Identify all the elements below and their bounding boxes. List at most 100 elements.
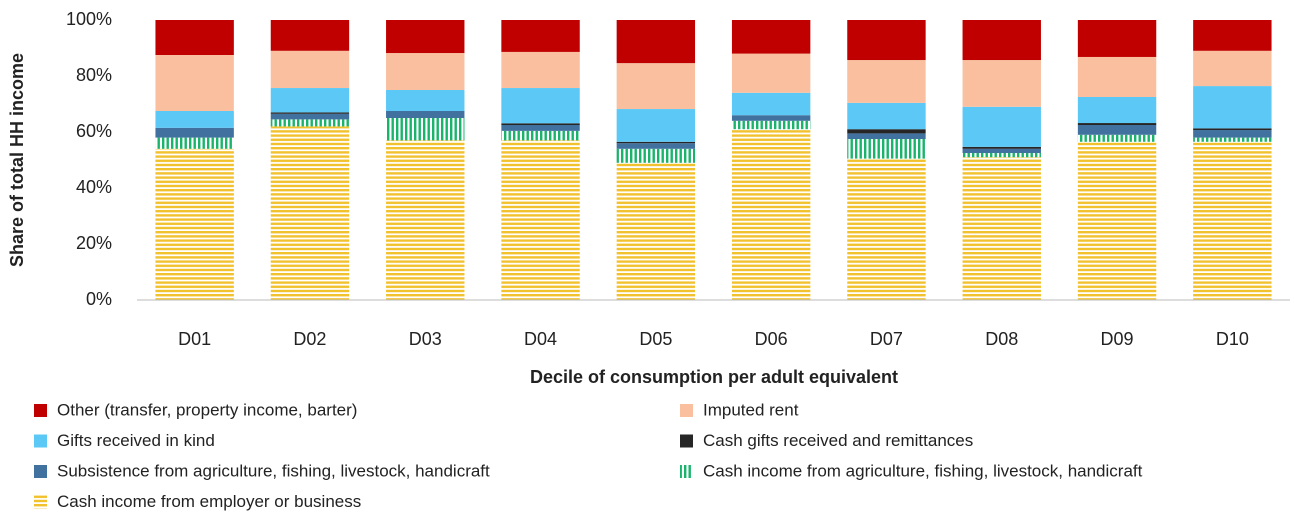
bar-segment — [1077, 97, 1157, 124]
legend-text: Cash income from employer or business — [57, 492, 361, 511]
y-tick-label: 40% — [76, 177, 112, 197]
x-axis-title: Decile of consumption per adult equivale… — [530, 367, 898, 387]
legend-text: Subsistence from agriculture, fishing, l… — [57, 461, 490, 480]
bar-segment — [1077, 56, 1157, 97]
legend-text: Other (transfer, property income, barter… — [57, 400, 357, 419]
bar-segment — [962, 148, 1041, 153]
y-tick-label: 100% — [66, 9, 112, 29]
legend-swatch — [680, 465, 693, 478]
y-tick-label: 0% — [86, 289, 112, 309]
bar-segment — [616, 109, 696, 142]
bar-segment — [386, 111, 465, 118]
x-tick-label: D07 — [870, 329, 903, 349]
bar-segment — [270, 119, 350, 127]
bar-segment — [616, 20, 696, 64]
bar-segment — [616, 148, 696, 163]
bar-segment — [501, 125, 580, 131]
bar-segment — [1193, 86, 1272, 129]
bar-segment — [501, 20, 580, 52]
legend-swatch — [34, 465, 47, 478]
bar-segment — [501, 51, 580, 89]
bar-segment — [1077, 123, 1157, 125]
bar-segment — [270, 112, 350, 114]
bar-segment — [731, 53, 811, 93]
legend-swatch — [680, 404, 693, 417]
bar-segment — [270, 88, 350, 113]
bar-segment — [1077, 134, 1157, 142]
bar-segment — [1193, 20, 1272, 51]
bar-segment — [1077, 141, 1157, 300]
bar-segment — [155, 55, 234, 111]
x-tick-label: D04 — [524, 329, 557, 349]
bar-segment — [731, 115, 811, 121]
bar-segment — [962, 106, 1041, 147]
bar-segment — [270, 50, 350, 89]
bar-segment — [962, 20, 1041, 61]
bar-segment — [155, 137, 234, 149]
bar-segment — [847, 102, 926, 130]
y-tick-label: 60% — [76, 121, 112, 141]
legend-text: Imputed rent — [703, 400, 799, 419]
bar-segment — [270, 126, 350, 301]
bar-segment — [616, 63, 696, 110]
bar-segment — [501, 88, 580, 124]
bar-segment — [155, 111, 234, 128]
legend-swatch — [680, 434, 693, 448]
bar-segment — [501, 130, 580, 141]
x-tick-label: D10 — [1216, 329, 1249, 349]
bar-segment — [1193, 50, 1272, 87]
bar-segment — [1193, 128, 1272, 131]
bar-segment — [616, 162, 696, 300]
bar-segment — [386, 140, 465, 300]
x-tick-label: D08 — [985, 329, 1018, 349]
x-tick-label: D09 — [1101, 329, 1134, 349]
legend-text: Cash gifts received and remittances — [703, 431, 973, 450]
bar-segment — [731, 129, 811, 300]
bar-segment — [1193, 141, 1272, 300]
bar-segment — [962, 157, 1041, 300]
bar-segment — [501, 123, 580, 125]
bar-segment — [386, 90, 465, 111]
bar-segment — [962, 153, 1041, 158]
bar-segment — [616, 143, 696, 149]
bar-segment — [1193, 137, 1272, 142]
bar-segment — [847, 60, 926, 103]
x-tick-label: D06 — [755, 329, 788, 349]
x-tick-label: D01 — [178, 329, 211, 349]
legend-text: Cash income from agriculture, fishing, l… — [703, 461, 1143, 480]
bar-segment — [962, 60, 1041, 107]
legend-swatch — [34, 434, 47, 448]
y-axis-title: Share of total HH income — [7, 53, 27, 267]
bar-segment — [386, 118, 465, 141]
bar-segment — [847, 139, 926, 159]
bar-segment — [270, 20, 350, 51]
bar-segment — [155, 20, 234, 55]
legend-text: Gifts received in kind — [57, 431, 215, 450]
x-tick-label: D03 — [409, 329, 442, 349]
bar-segment — [731, 120, 811, 130]
y-tick-label: 20% — [76, 233, 112, 253]
bar-segment — [962, 146, 1041, 149]
bar-segment — [1193, 130, 1272, 138]
bar-segment — [501, 140, 580, 300]
bar-segment — [847, 129, 926, 134]
legend-swatch — [34, 495, 47, 509]
x-tick-label: D02 — [293, 329, 326, 349]
bar-segment — [386, 53, 465, 90]
bar-segment — [847, 158, 926, 300]
bar-segment — [1077, 20, 1157, 57]
bar-segment — [270, 113, 350, 120]
bar-segment — [155, 127, 234, 138]
y-tick-label: 80% — [76, 65, 112, 85]
bar-segment — [616, 141, 696, 144]
bar-segment — [386, 20, 465, 54]
bar-segment — [847, 20, 926, 61]
bar-segment — [155, 148, 234, 300]
x-tick-label: D05 — [639, 329, 672, 349]
bar-segment — [731, 92, 811, 116]
bar-segment — [1077, 125, 1157, 135]
bar-segment — [731, 20, 811, 54]
legend-swatch — [34, 404, 47, 417]
bar-segment — [847, 133, 926, 139]
